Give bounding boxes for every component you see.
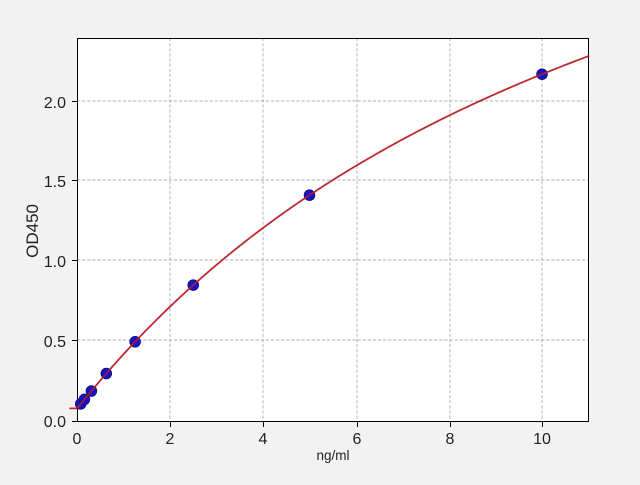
svg-text:6: 6	[353, 431, 362, 448]
svg-text:0: 0	[73, 431, 82, 448]
svg-text:1.5: 1.5	[44, 174, 66, 191]
svg-text:0.0: 0.0	[44, 414, 66, 431]
svg-text:10: 10	[533, 431, 551, 448]
svg-text:1.0: 1.0	[44, 254, 66, 271]
svg-text:8: 8	[446, 431, 455, 448]
svg-text:2.0: 2.0	[44, 95, 66, 112]
svg-text:ng/ml: ng/ml	[316, 448, 349, 463]
svg-text:4: 4	[259, 431, 268, 448]
svg-text:2: 2	[166, 431, 175, 448]
svg-text:0.5: 0.5	[44, 334, 66, 351]
